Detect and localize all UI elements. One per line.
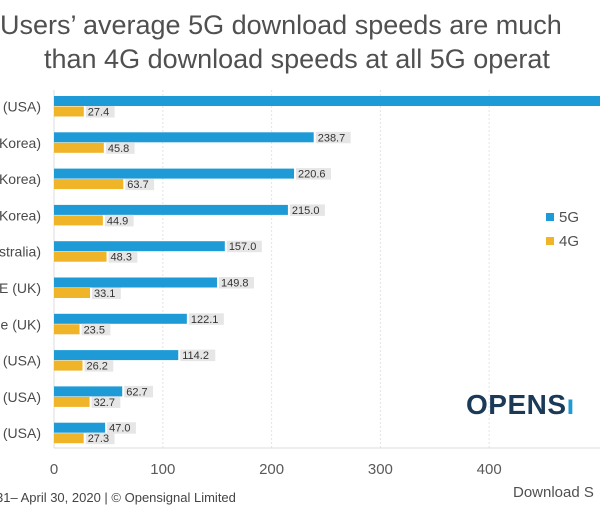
data-label-4g: 63.7	[127, 179, 148, 191]
data-label-4g: 45.8	[108, 143, 129, 155]
bar-5g	[54, 313, 187, 324]
bar-5g	[54, 241, 225, 252]
data-label-5g: 149.8	[221, 278, 249, 290]
category-label: Korea)	[0, 171, 41, 187]
x-tick-label: 0	[50, 461, 58, 478]
data-label-4g: 48.3	[111, 252, 132, 264]
bar-4g	[54, 179, 124, 190]
data-label-bg	[108, 251, 138, 263]
data-label-bg	[85, 432, 115, 445]
bar-4g	[54, 106, 84, 117]
category-label: e (UK)	[1, 316, 41, 332]
bar-4g	[54, 360, 83, 371]
category-label: (USA)	[3, 425, 41, 441]
data-label-4g: 23.5	[84, 324, 105, 336]
bar-4g	[54, 288, 91, 298]
bar-4g	[54, 396, 90, 407]
data-label-bg	[85, 106, 115, 118]
footer-credit: 31– April 30, 2020 | © Opensignal Limite…	[0, 490, 236, 505]
data-label-5g: 157.0	[229, 241, 257, 253]
data-label-4g: 32.7	[94, 397, 115, 409]
data-label-5g: 215.0	[292, 205, 320, 217]
data-label-5g: 122.1	[191, 314, 219, 326]
legend-item-5g: 5G	[546, 205, 579, 229]
x-tick-label: 400	[477, 461, 502, 478]
data-label-bg	[91, 396, 121, 408]
data-label-5g: 220.6	[298, 169, 326, 181]
bar-4g	[54, 433, 84, 444]
data-label-5g: 114.2	[182, 350, 209, 362]
category-label: (USA)	[3, 389, 41, 405]
category-label: (USA)	[3, 353, 41, 369]
bar-5g	[54, 168, 295, 179]
data-label-5g: 238.7	[318, 132, 346, 144]
data-label-5g: 47.0	[109, 423, 130, 435]
bar-5g	[54, 386, 123, 397]
bar-5g	[54, 277, 217, 288]
wifi-signal-icon: ı	[566, 389, 575, 420]
bar-5g	[54, 422, 106, 433]
x-axis-label: Download S	[513, 484, 594, 501]
x-tick-label: 200	[259, 461, 284, 478]
data-label-bg	[125, 178, 155, 191]
opensignal-logo: OPENSı	[466, 389, 575, 421]
category-label: E (UK)	[0, 280, 41, 296]
legend: 5G 4G	[546, 205, 579, 253]
legend-label-5g: 5G	[559, 208, 580, 226]
data-label-bg	[218, 277, 254, 289]
data-label-bg	[188, 313, 224, 325]
x-tick-label: 300	[368, 461, 393, 478]
chart-title-line2: than 4G download speeds at all 5G operat	[44, 44, 550, 74]
data-label-bg	[180, 349, 216, 362]
bar-5g	[54, 132, 314, 143]
bar-4g	[54, 142, 104, 153]
bar-5g	[54, 350, 179, 361]
legend-item-4g: 4G	[546, 229, 579, 253]
data-label-bg	[315, 131, 351, 144]
category-label: stralia)	[0, 244, 41, 260]
legend-swatch-4g	[546, 237, 554, 245]
logo-text: OPENS	[466, 389, 567, 420]
data-label-4g: 44.9	[107, 215, 128, 227]
data-label-bg	[226, 240, 262, 253]
data-label-5g: 62.7	[126, 386, 147, 398]
bar-5g	[54, 96, 600, 106]
data-label-4g: 33.1	[94, 288, 115, 300]
category-label: Korea)	[0, 135, 41, 151]
category-label: (USA)	[3, 99, 41, 115]
data-label-bg	[104, 214, 134, 227]
chart-title-line1: Users’ average 5G download speeds are mu…	[0, 10, 562, 40]
bar-4g	[54, 251, 107, 262]
bar-4g	[54, 324, 80, 335]
data-label-bg	[81, 323, 111, 336]
category-label: Korea)	[0, 207, 41, 223]
data-label-4g: 27.3	[88, 433, 109, 445]
data-label-bg	[84, 360, 114, 372]
legend-label-4g: 4G	[559, 232, 580, 250]
data-label-4g: 26.2	[87, 361, 108, 373]
data-label-bg	[107, 422, 136, 434]
data-label-bg	[105, 142, 135, 154]
legend-swatch-5g	[546, 213, 554, 221]
data-label-bg	[124, 385, 154, 398]
data-label-4g: 27.4	[88, 107, 109, 119]
x-tick-label: 100	[150, 461, 175, 478]
data-label-bg	[92, 287, 121, 299]
bar-5g	[54, 204, 288, 215]
data-label-bg	[296, 168, 332, 180]
data-label-bg	[289, 204, 325, 216]
bar-4g	[54, 215, 103, 226]
